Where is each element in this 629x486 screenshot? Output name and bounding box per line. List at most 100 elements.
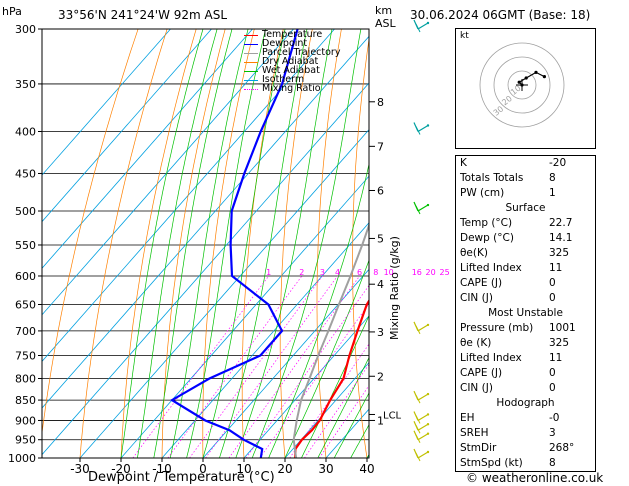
pressure-tick-label: 700 xyxy=(15,325,36,338)
wet-adiabat-line xyxy=(219,29,308,458)
wind-barb xyxy=(413,430,430,443)
x-axis-label: Dewpoint / Temperature (°C) xyxy=(88,470,275,485)
wind-barb-dot xyxy=(426,392,430,396)
legend-label: Temperature xyxy=(262,29,323,40)
dry-adiabat-line xyxy=(352,36,369,458)
wind-barb-flag xyxy=(415,394,421,404)
dry-adiabat-line xyxy=(241,29,284,458)
isotherm-line xyxy=(42,29,253,269)
dry-adiabat-line xyxy=(603,29,629,458)
mixing-ratio-label: 6 xyxy=(357,268,362,277)
hodograph-ring xyxy=(479,42,565,128)
hodograph-point xyxy=(520,83,524,87)
most-unstable-table: Most Unstable Pressure (mb) 1001 θe (K) 32… xyxy=(455,306,596,397)
hodograph-point xyxy=(524,76,528,80)
temperature-tick-label: 40 xyxy=(359,462,374,476)
wind-barb-staff xyxy=(417,451,429,459)
km-tick-label: 7 xyxy=(377,140,384,153)
dry-adiabat-line xyxy=(120,29,197,458)
mixing-ratio-label: 1 xyxy=(266,268,271,277)
index-row-k: K -20 xyxy=(460,157,567,169)
wet-adiabat-line xyxy=(251,29,362,458)
legend-item: Mixing Ratio xyxy=(244,84,364,94)
index-row-totals: Totals Totals 8 xyxy=(460,172,556,184)
km-tick-label: 1 xyxy=(377,414,384,427)
mixing-ratio-line xyxy=(132,275,269,458)
legend-label: Dry Adiabat xyxy=(262,56,319,67)
hodograph-trace xyxy=(518,71,545,86)
wind-barb xyxy=(413,19,430,33)
legend-item: Dry Adiabat xyxy=(244,56,364,67)
wind-barb-staff xyxy=(417,22,429,30)
wind-barb-flag xyxy=(415,205,421,215)
most-unstable-row: Lifted Index 11 xyxy=(460,352,563,364)
most-unstable-row: CIN (J) 0 xyxy=(460,382,556,394)
pressure-tick-label: 650 xyxy=(15,299,36,312)
surface-row: Lifted Index 11 xyxy=(460,262,563,274)
legend-item: Parcel Trajectory xyxy=(244,48,364,58)
mixing-ratio-label: 2 xyxy=(299,268,304,277)
wind-barb-dot xyxy=(426,203,430,207)
isotherm-line xyxy=(42,82,369,456)
wind-barb-dot xyxy=(426,323,430,327)
wet-adiabat-line xyxy=(235,29,333,458)
mixing-ratio-label: 3 xyxy=(320,268,325,277)
temperature-line xyxy=(294,298,369,458)
wet-adiabat-line xyxy=(317,356,369,458)
wind-barb-dot xyxy=(426,413,430,416)
hodograph-row: SREH 3 xyxy=(460,427,556,439)
pressure-tick-label: 850 xyxy=(15,394,36,407)
temperature-tick-label: -20 xyxy=(111,462,131,476)
most-unstable-row: CAPE (J) 0 xyxy=(460,367,556,379)
surface-row: Dewp (°C) 14.1 xyxy=(460,232,573,244)
temperature-tick-label: -10 xyxy=(152,462,172,476)
pressure-tick-label: 300 xyxy=(15,23,36,36)
legend-label: Dewpoint xyxy=(262,38,308,49)
km-tick-label: 3 xyxy=(377,326,384,339)
wind-barb-staff xyxy=(417,124,429,133)
km-tick-label: 8 xyxy=(377,96,384,109)
km-unit: km xyxy=(375,4,393,17)
mixing-ratio-line xyxy=(319,384,369,458)
dry-adiabat-line xyxy=(79,29,168,458)
km-tick-label: 2 xyxy=(377,370,384,383)
wet-adiabat-line xyxy=(202,29,286,458)
wind-barb xyxy=(413,390,430,404)
wind-barb xyxy=(413,201,430,215)
wind-barb xyxy=(413,321,430,335)
pressure-tick-label: 950 xyxy=(15,434,36,447)
legend-item: Wet Adiabat xyxy=(244,65,364,76)
wind-barb-dot xyxy=(426,21,430,25)
hodograph-ring xyxy=(493,56,551,114)
isotherm-line xyxy=(79,128,369,458)
wind-barb-dot xyxy=(426,423,430,426)
hodograph-table: Hodograph EH -0 SREH 3 StmDir 268° StmSpd (… xyxy=(455,396,596,472)
wet-adiabat-line xyxy=(333,392,369,458)
hodograph-row: EH -0 xyxy=(460,412,560,424)
wet-adiabat-line xyxy=(137,29,218,458)
wind-barb-staff xyxy=(417,204,429,212)
indices-table: K -20 Totals Totals 8 PW (cm) 1 xyxy=(455,155,596,202)
isotherm-line xyxy=(202,268,369,458)
hodograph-point xyxy=(542,75,546,79)
hodograph-ring xyxy=(507,70,537,100)
wind-barb xyxy=(413,411,430,424)
hodograph-row: StmDir 268° xyxy=(460,442,575,454)
temperature-tick-label: 30 xyxy=(318,462,333,476)
mixing-ratio-label: 16 xyxy=(412,268,422,277)
location-label: 33°56'N 241°24'W 92m ASL xyxy=(58,8,228,22)
hodograph: kt 10 20 30 xyxy=(455,28,596,149)
surface-title: Surface xyxy=(505,202,546,214)
parcel-trajectory-line xyxy=(292,222,369,458)
hodograph-table-title: Hodograph xyxy=(496,397,555,409)
wind-barb-staff xyxy=(417,423,429,431)
hodograph-row: StmSpd (kt) 8 xyxy=(460,457,556,469)
legend-label: Wet Adiabat xyxy=(262,65,320,76)
km-tick-label: 6 xyxy=(377,184,384,197)
wind-barb-flag xyxy=(415,452,421,462)
wind-barb xyxy=(413,122,430,135)
legend-swatch xyxy=(244,62,258,63)
hodograph-point xyxy=(534,70,538,74)
km-tick-label: 5 xyxy=(377,232,384,245)
